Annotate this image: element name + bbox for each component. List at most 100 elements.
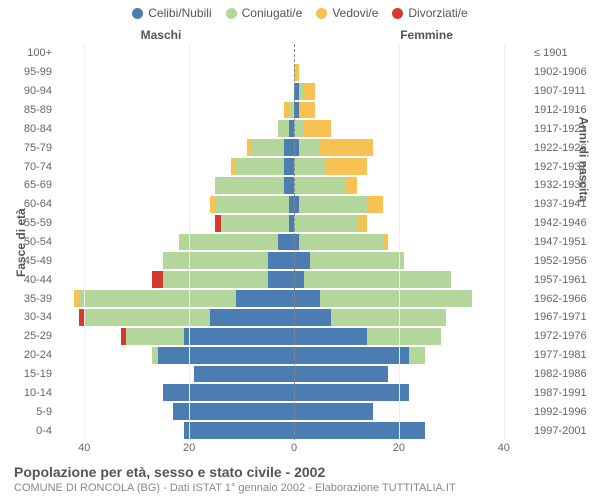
birth-label: ≤ 1901 xyxy=(530,44,600,63)
birth-label: 1947-1951 xyxy=(530,233,600,252)
bar-segment-never xyxy=(278,234,294,251)
bar-segment-divorced xyxy=(121,328,126,345)
age-label: 50-54 xyxy=(0,233,56,252)
birth-label: 1987-1991 xyxy=(530,383,600,402)
age-label: 40-44 xyxy=(0,270,56,289)
bar-segment-never xyxy=(158,347,294,364)
bar-segment-never xyxy=(173,403,294,420)
legend-label: Vedovi/e xyxy=(332,6,378,20)
label-male: Maschi xyxy=(141,28,182,42)
grid-line xyxy=(399,44,400,440)
bar-segment-married xyxy=(163,271,268,288)
bar-segment-never xyxy=(194,366,294,383)
bar-segment-married xyxy=(152,347,157,364)
bar-segment-married xyxy=(84,309,210,326)
bar-segment-widowed xyxy=(284,102,289,119)
birth-label: 1957-1961 xyxy=(530,270,600,289)
legend-item: Divorziati/e xyxy=(392,6,467,20)
age-label: 75-79 xyxy=(0,138,56,157)
bar-segment-married xyxy=(294,158,325,175)
birth-label: 1942-1946 xyxy=(530,214,600,233)
birth-label: 1977-1981 xyxy=(530,346,600,365)
age-label: 55-59 xyxy=(0,214,56,233)
bar-segment-widowed xyxy=(231,158,236,175)
bar-segment-widowed xyxy=(247,139,252,156)
birth-label: 1972-1976 xyxy=(530,327,600,346)
chart-container: Celibi/Nubili Coniugati/e Vedovi/e Divorzia… xyxy=(0,0,600,500)
bar-segment-widowed xyxy=(367,196,383,213)
label-female: Femmine xyxy=(400,28,453,42)
grid-line xyxy=(84,44,85,440)
bar-segment-never xyxy=(268,252,294,269)
x-tick: 0 xyxy=(291,442,297,454)
x-tick: 20 xyxy=(183,442,195,454)
bar-segment-married xyxy=(179,234,279,251)
bar-segment-married xyxy=(299,234,383,251)
birth-label: 1937-1941 xyxy=(530,195,600,214)
bar-segment-never xyxy=(284,177,294,194)
bar-segment-never xyxy=(184,328,294,345)
legend-label: Coniugati/e xyxy=(242,6,303,20)
birth-labels: ≤ 19011902-19061907-19111912-19161917-19… xyxy=(530,44,600,440)
birth-label: 1902-1906 xyxy=(530,63,600,82)
bar-segment-married xyxy=(294,177,346,194)
bar-segment-widowed xyxy=(210,196,215,213)
bar-segment-widowed xyxy=(325,158,367,175)
bar-segment-never xyxy=(294,384,409,401)
bar-segment-married xyxy=(163,252,268,269)
legend-label: Divorziati/e xyxy=(408,6,467,20)
plot-area xyxy=(58,44,530,440)
legend-swatch xyxy=(132,8,143,19)
age-label: 5-9 xyxy=(0,402,56,421)
legend-swatch xyxy=(316,8,327,19)
bar-segment-married xyxy=(331,309,446,326)
age-label: 35-39 xyxy=(0,289,56,308)
footer: Popolazione per età, sesso e stato civil… xyxy=(0,460,600,494)
bar-segment-never xyxy=(268,271,294,288)
legend-item: Celibi/Nubili xyxy=(132,6,211,20)
legend-item: Vedovi/e xyxy=(316,6,378,20)
birth-label: 1962-1966 xyxy=(530,289,600,308)
bar-segment-widowed xyxy=(383,234,388,251)
age-label: 60-64 xyxy=(0,195,56,214)
age-label: 95-99 xyxy=(0,63,56,82)
bar-segment-married xyxy=(252,139,283,156)
age-label: 85-89 xyxy=(0,101,56,120)
age-label: 25-29 xyxy=(0,327,56,346)
bar-segment-married xyxy=(409,347,425,364)
bar-segment-married xyxy=(304,271,451,288)
bar-segment-never xyxy=(294,271,304,288)
bar-segment-never xyxy=(294,290,320,307)
bar-segment-married xyxy=(236,158,283,175)
bar-segment-widowed xyxy=(346,177,356,194)
birth-label: 1952-1956 xyxy=(530,251,600,270)
bar-segment-married xyxy=(367,328,440,345)
bar-segment-married xyxy=(299,139,320,156)
age-label: 90-94 xyxy=(0,82,56,101)
bar-segment-widowed xyxy=(299,102,315,119)
birth-label: 1917-1921 xyxy=(530,119,600,138)
bar-segment-divorced xyxy=(152,271,162,288)
birth-label: 1997-2001 xyxy=(530,421,600,440)
legend: Celibi/Nubili Coniugati/e Vedovi/e Divorzia… xyxy=(0,0,600,20)
bar-segment-married xyxy=(126,328,184,345)
bar-segment-never xyxy=(294,252,310,269)
bar-segment-never xyxy=(210,309,294,326)
bar-segment-divorced xyxy=(215,215,220,232)
legend-swatch xyxy=(226,8,237,19)
age-label: 20-24 xyxy=(0,346,56,365)
age-label: 100+ xyxy=(0,44,56,63)
age-label: 0-4 xyxy=(0,421,56,440)
x-tick: 40 xyxy=(498,442,510,454)
bar-segment-married xyxy=(79,290,236,307)
bar-segment-married xyxy=(221,215,289,232)
x-axis: 402002040 xyxy=(0,440,600,458)
bar-segment-never xyxy=(294,422,425,439)
bar-segment-widowed xyxy=(304,83,314,100)
birth-label: 1922-1926 xyxy=(530,138,600,157)
age-labels: 100+95-9990-9485-8980-8475-7970-7465-696… xyxy=(0,44,56,440)
age-label: 10-14 xyxy=(0,383,56,402)
legend-item: Coniugati/e xyxy=(226,6,303,20)
birth-label: 1907-1911 xyxy=(530,82,600,101)
bar-segment-married xyxy=(278,120,288,137)
